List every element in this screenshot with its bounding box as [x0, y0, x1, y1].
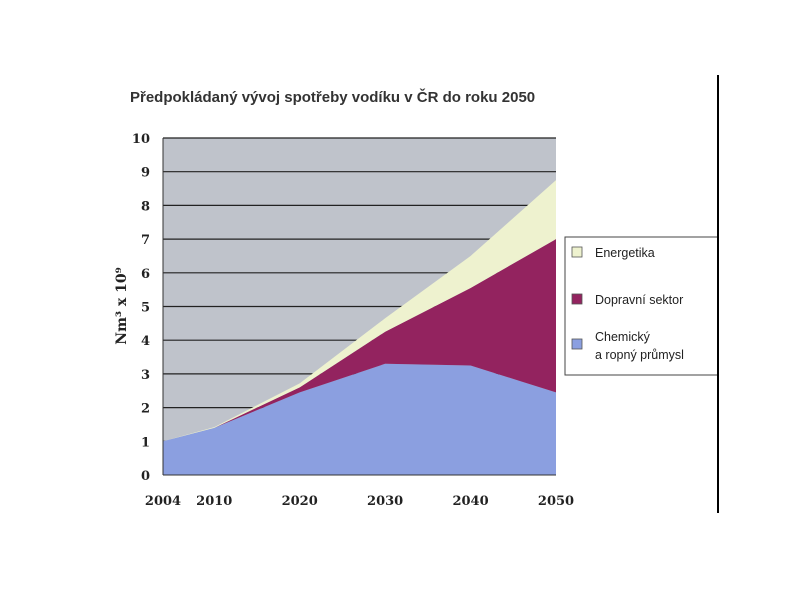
x-tick-label: 2050 — [538, 494, 574, 509]
x-tick-label: 2040 — [452, 494, 488, 509]
x-tick-label: 2010 — [196, 494, 232, 509]
y-tick-label: 0 — [141, 469, 150, 484]
legend-swatch — [571, 293, 583, 305]
legend: Energetika Dopravní sektor Chemický a ropný… — [564, 236, 719, 376]
y-tick-label: 3 — [141, 368, 150, 383]
y-tick-label: 7 — [141, 233, 150, 248]
legend-label: Chemický — [595, 330, 651, 344]
area-series — [163, 180, 556, 475]
legend-label: Dopravní sektor — [595, 293, 683, 307]
x-tick-labels: 2004 2010 2020 2030 2040 2050 — [145, 494, 574, 509]
area-series-chemick-a-ropn-pr-mysl — [163, 363, 556, 475]
y-tick-label: 8 — [141, 199, 150, 214]
legend-label: Energetika — [595, 246, 655, 260]
legend-swatch — [571, 338, 583, 350]
y-axis-label-text: Nm³ x 10⁹ — [114, 267, 130, 344]
y-tick-label: 1 — [141, 435, 150, 450]
legend-box — [564, 236, 719, 376]
y-tick-label: 9 — [141, 166, 150, 181]
x-tick-label: 2004 — [145, 494, 181, 509]
axes — [162, 138, 556, 476]
x-tick-label: 2030 — [367, 494, 403, 509]
y-tick-label: 5 — [141, 301, 150, 316]
legend-swatch — [571, 246, 583, 258]
y-tick-label: 10 — [132, 132, 150, 147]
area-series-dopravn-sektor — [163, 239, 556, 442]
y-tick-label: 6 — [141, 267, 150, 282]
x-tick-label: 2020 — [282, 494, 318, 509]
y-axis-label: Nm³ x 10⁹ — [114, 267, 130, 344]
y-tick-labels: 0 1 2 3 4 5 6 7 8 9 10 — [132, 132, 150, 484]
legend-label: a ropný průmysl — [595, 348, 684, 362]
chart-title: Předpokládaný vývoj spotřeby vodíku v ČR… — [130, 88, 535, 106]
y-tick-label: 2 — [141, 402, 150, 417]
y-tick-label: 4 — [141, 334, 150, 349]
